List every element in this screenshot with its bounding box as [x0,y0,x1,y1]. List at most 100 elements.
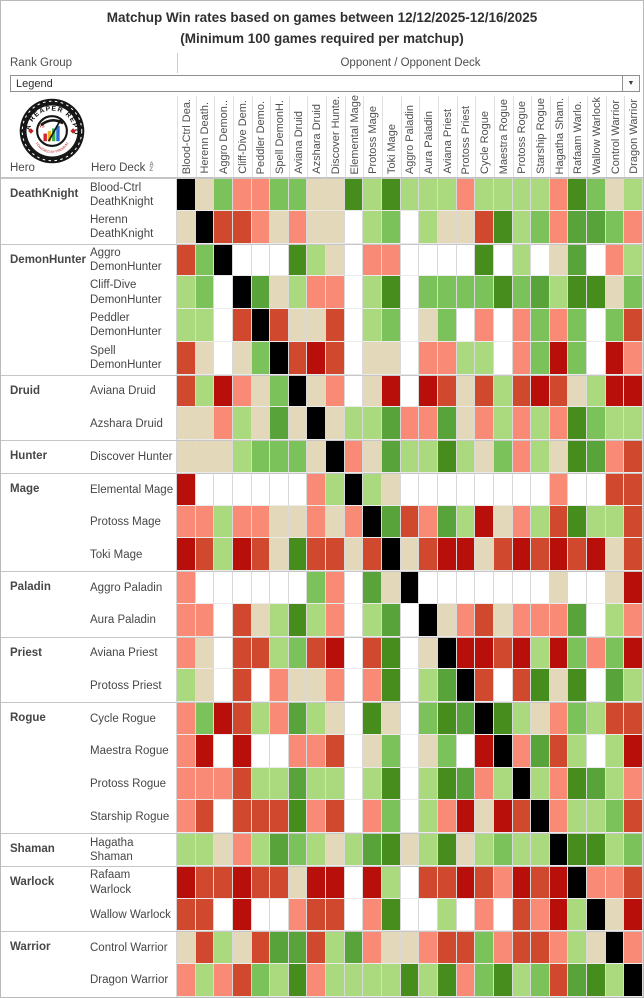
matchup-cell[interactable] [512,210,532,244]
matchup-cell[interactable] [605,931,625,965]
matchup-cell[interactable] [214,833,233,866]
matchup-cell[interactable] [177,898,196,932]
matchup-cell[interactable] [605,505,625,539]
matchup-cell[interactable] [605,898,625,932]
matchup-cell[interactable] [270,734,289,768]
matchup-cell[interactable] [531,472,550,506]
matchup-cell[interactable] [549,472,569,506]
matchup-cell[interactable] [344,865,364,899]
matchup-cell[interactable] [195,931,215,965]
matchup-cell[interactable] [568,767,588,801]
matchup-cell[interactable] [475,931,494,965]
matchup-cell[interactable] [288,243,308,277]
matchup-cell[interactable] [251,767,271,801]
matchup-cell[interactable] [195,538,215,572]
matchup-cell[interactable] [493,636,513,670]
matchup-cell[interactable] [419,833,438,866]
matchup-cell[interactable] [177,472,196,506]
deck-label[interactable]: Rafaam Warlock [89,865,177,899]
matchup-cell[interactable] [587,571,606,604]
matchup-cell[interactable] [624,800,643,834]
matchup-cell[interactable] [195,210,215,244]
matchup-cell[interactable] [456,210,476,244]
matchup-cell[interactable] [232,178,252,211]
matchup-cell[interactable] [400,931,420,965]
matchup-cell[interactable] [326,734,345,768]
matchup-cell[interactable] [456,472,476,506]
matchup-cell[interactable] [512,800,532,834]
deck-label[interactable]: Toki Mage [89,538,177,572]
column-header[interactable]: Wallow Warlock [587,96,606,177]
matchup-cell[interactable] [437,374,457,408]
matchup-cell[interactable] [177,800,196,834]
matchup-cell[interactable] [605,440,625,473]
matchup-cell[interactable] [195,833,215,866]
matchup-cell[interactable] [344,472,364,506]
matchup-cell[interactable] [270,309,289,342]
matchup-cell[interactable] [624,865,643,899]
matchup-cell[interactable] [326,243,345,277]
matchup-cell[interactable] [419,440,438,473]
matchup-cell[interactable] [270,210,289,244]
matchup-cell[interactable] [307,210,327,244]
matchup-cell[interactable] [624,898,643,932]
matchup-cell[interactable] [624,276,643,310]
matchup-cell[interactable] [419,669,438,703]
matchup-cell[interactable] [475,341,494,375]
matchup-cell[interactable] [549,669,569,703]
matchup-cell[interactable] [214,210,233,244]
matchup-cell[interactable] [326,472,345,506]
matchup-cell[interactable] [251,898,271,932]
matchup-cell[interactable] [475,505,494,539]
column-header[interactable]: Cycle Rogue [475,96,494,177]
hero-deck-column-label[interactable]: Hero Deck A Z [91,162,154,174]
matchup-cell[interactable] [232,571,252,604]
matchup-cell[interactable] [270,636,289,670]
hero-label[interactable]: Mage [1,472,89,572]
matchup-cell[interactable] [288,800,308,834]
matchup-cell[interactable] [437,669,457,703]
matchup-cell[interactable] [531,538,550,572]
matchup-cell[interactable] [214,309,233,342]
matchup-cell[interactable] [456,538,476,572]
matchup-cell[interactable] [270,669,289,703]
matchup-cell[interactable] [307,505,327,539]
matchup-cell[interactable] [624,374,643,408]
matchup-cell[interactable] [400,571,420,604]
matchup-cell[interactable] [344,734,364,768]
matchup-cell[interactable] [437,538,457,572]
matchup-cell[interactable] [437,931,457,965]
matchup-cell[interactable] [232,931,252,965]
matchup-cell[interactable] [549,931,569,965]
matchup-cell[interactable] [288,931,308,965]
matchup-cell[interactable] [177,833,196,866]
matchup-cell[interactable] [195,505,215,539]
dropdown-caret-icon[interactable]: ▼ [622,76,639,91]
matchup-cell[interactable] [475,571,494,604]
matchup-cell[interactable] [232,800,252,834]
matchup-cell[interactable] [214,178,233,211]
matchup-cell[interactable] [587,702,606,735]
column-header[interactable]: Elemental Mage [344,95,364,177]
matchup-cell[interactable] [493,865,513,899]
matchup-cell[interactable] [307,800,327,834]
matchup-cell[interactable] [512,833,532,866]
matchup-cell[interactable] [400,210,420,244]
matchup-cell[interactable] [531,341,550,375]
matchup-cell[interactable] [214,407,233,441]
matchup-cell[interactable] [512,374,532,408]
matchup-cell[interactable] [587,309,606,342]
matchup-cell[interactable] [270,865,289,899]
matchup-cell[interactable] [493,898,513,932]
matchup-cell[interactable] [400,734,420,768]
matchup-cell[interactable] [382,243,401,277]
matchup-cell[interactable] [326,538,345,572]
matchup-cell[interactable] [419,898,438,932]
matchup-cell[interactable] [605,571,625,604]
matchup-cell[interactable] [382,865,401,899]
matchup-cell[interactable] [382,472,401,506]
deck-label[interactable]: Azshara Druid [89,407,177,441]
matchup-cell[interactable] [382,374,401,408]
matchup-cell[interactable] [456,898,476,932]
matchup-cell[interactable] [288,898,308,932]
